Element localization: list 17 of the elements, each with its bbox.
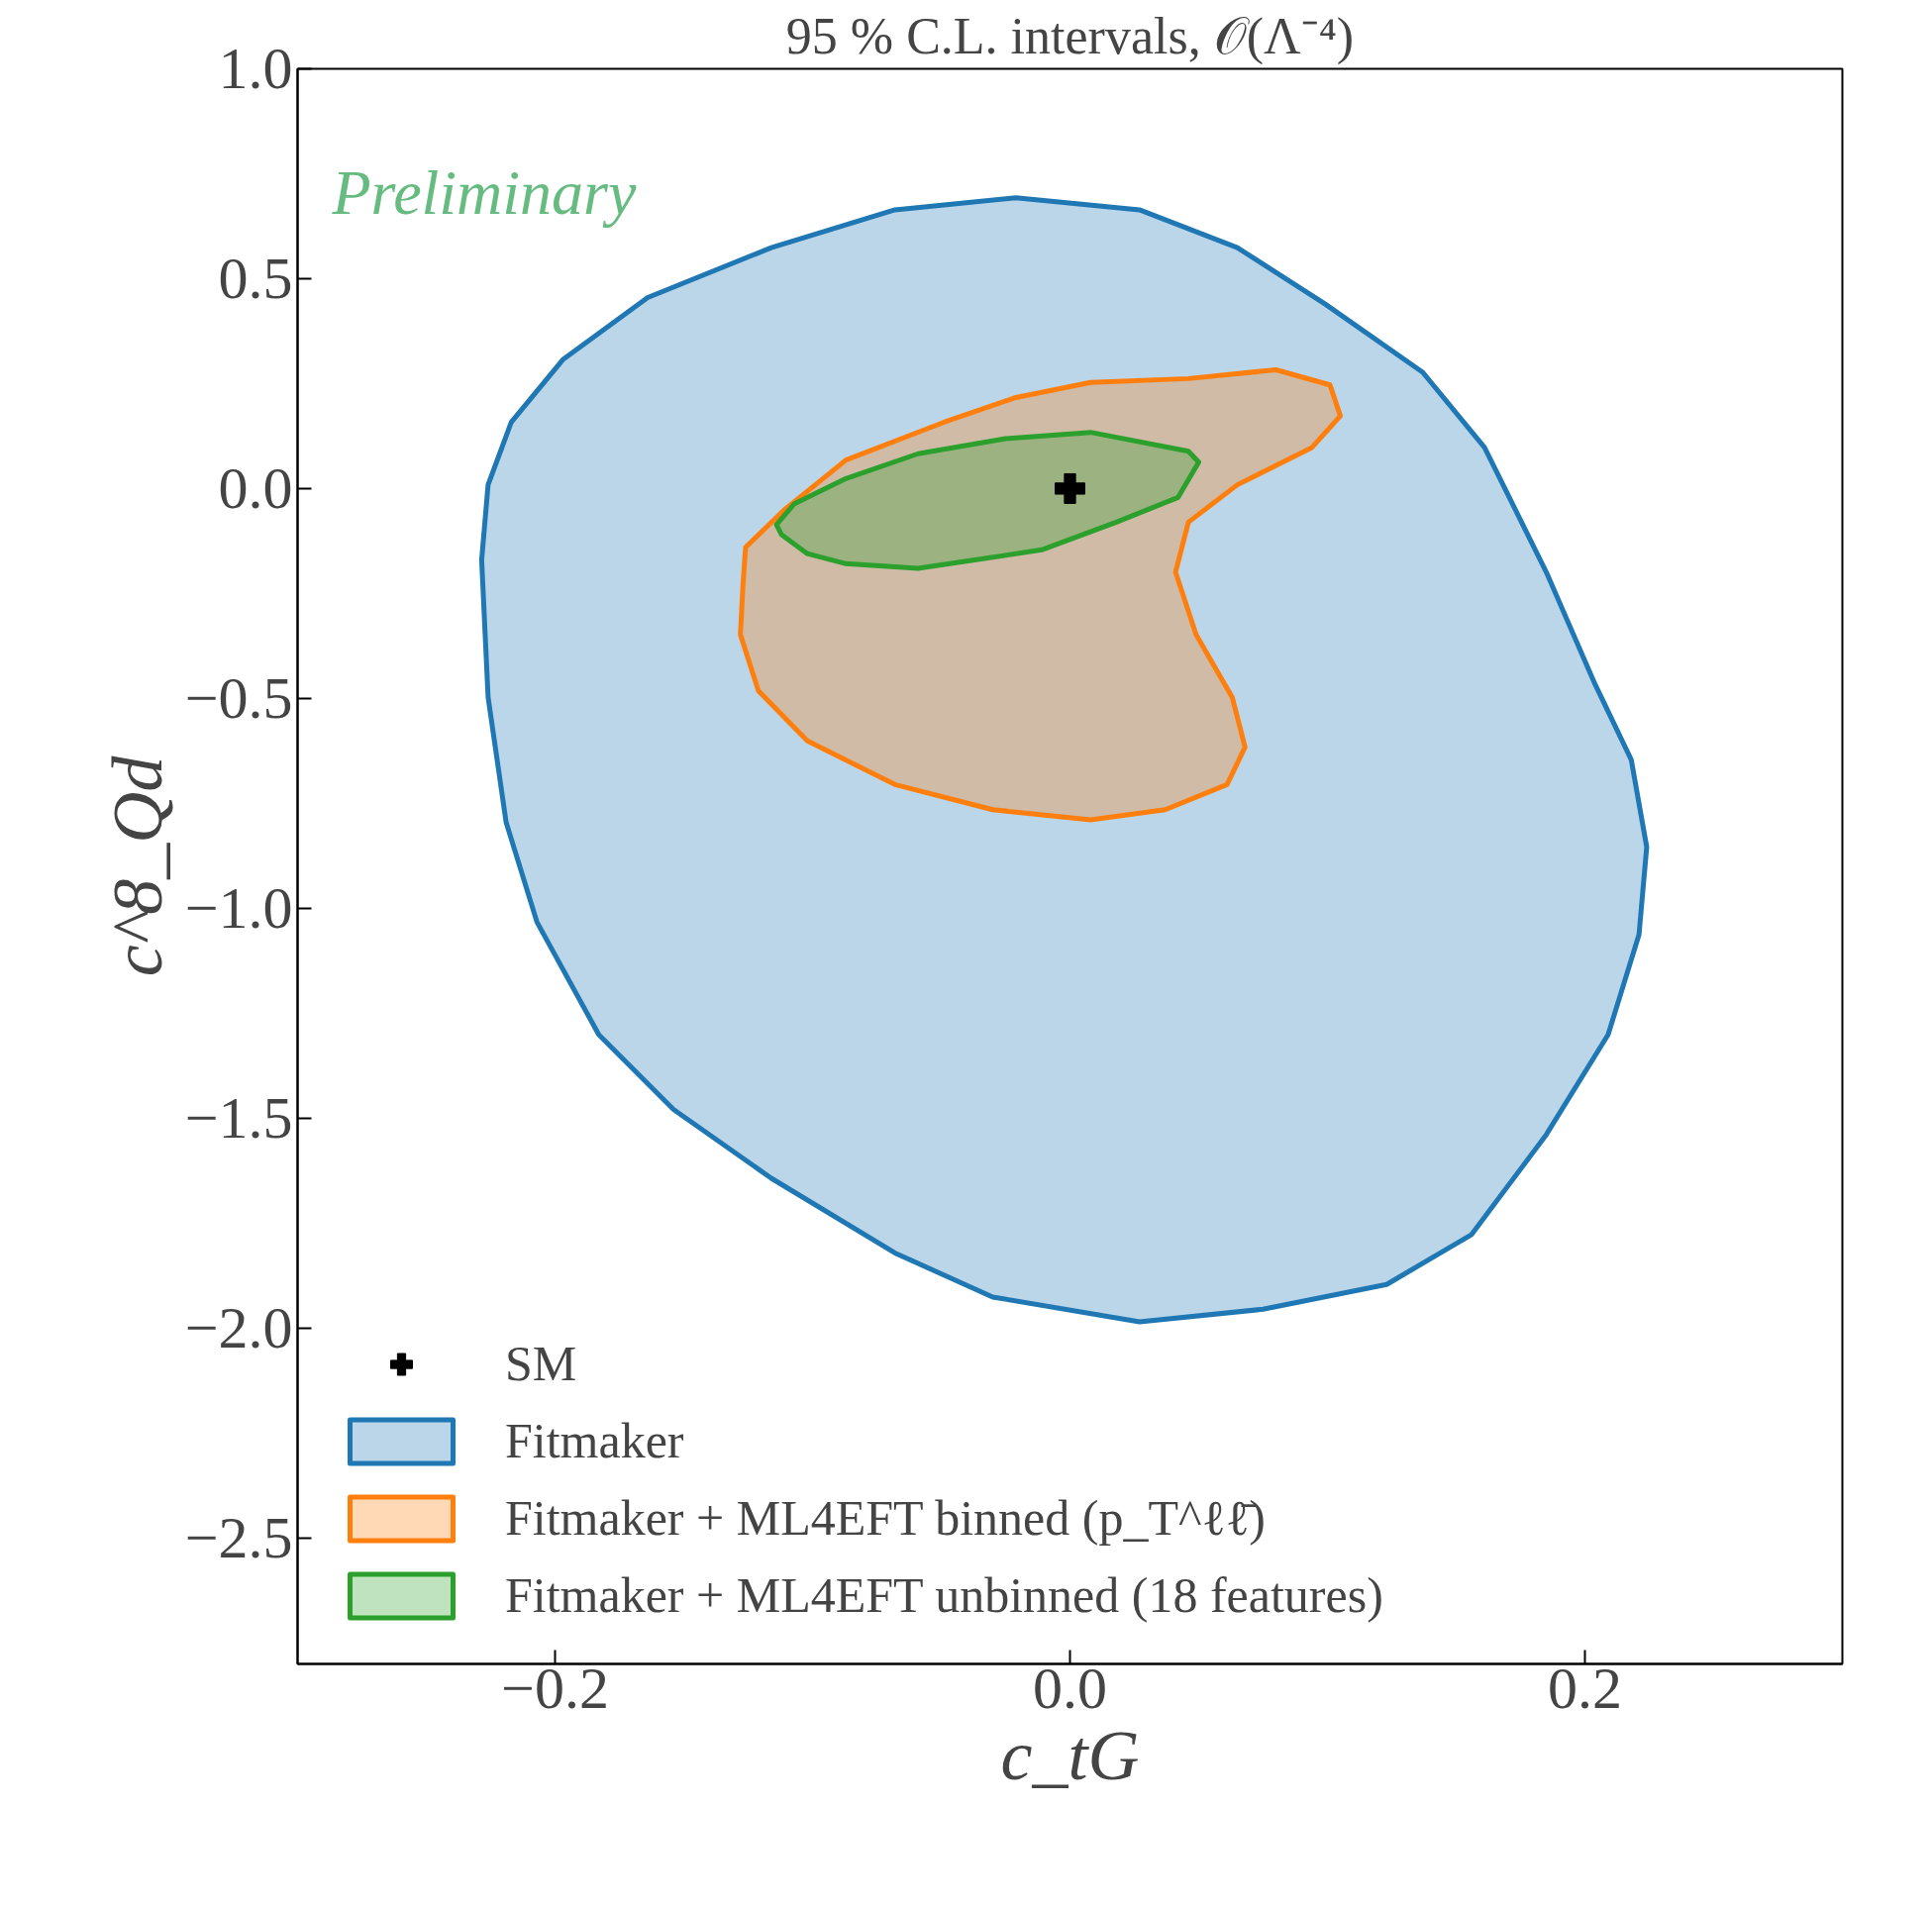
x-tick-label: 0.2 — [1548, 1655, 1622, 1721]
x-tick-label: −0.2 — [501, 1655, 609, 1721]
annotation: Preliminary — [331, 156, 637, 228]
legend-label: Fitmaker + ML4EFT binned (p_T^ℓℓ̄) — [505, 1489, 1266, 1547]
y-tick-label: 0.5 — [218, 245, 293, 311]
y-tick-label: 1.0 — [218, 36, 293, 101]
y-tick-label: −0.5 — [184, 664, 293, 731]
y-tick-label: −1.5 — [184, 1084, 293, 1151]
legend-label: SM — [505, 1335, 577, 1392]
chart-title: 95 % C.L. intervals, 𝒪(Λ⁻⁴) — [785, 7, 1355, 65]
y-tick-label: −1.0 — [184, 874, 293, 941]
legend-label: Fitmaker + ML4EFT unbinned (18 features) — [505, 1566, 1383, 1624]
y-tick-label: 0.0 — [218, 454, 293, 521]
y-axis-title: c^8_Qd — [97, 754, 177, 977]
y-tick-label: −2.5 — [184, 1504, 293, 1570]
legend-label: Fitmaker — [505, 1412, 684, 1469]
y-tick-label: −2.0 — [184, 1294, 293, 1360]
